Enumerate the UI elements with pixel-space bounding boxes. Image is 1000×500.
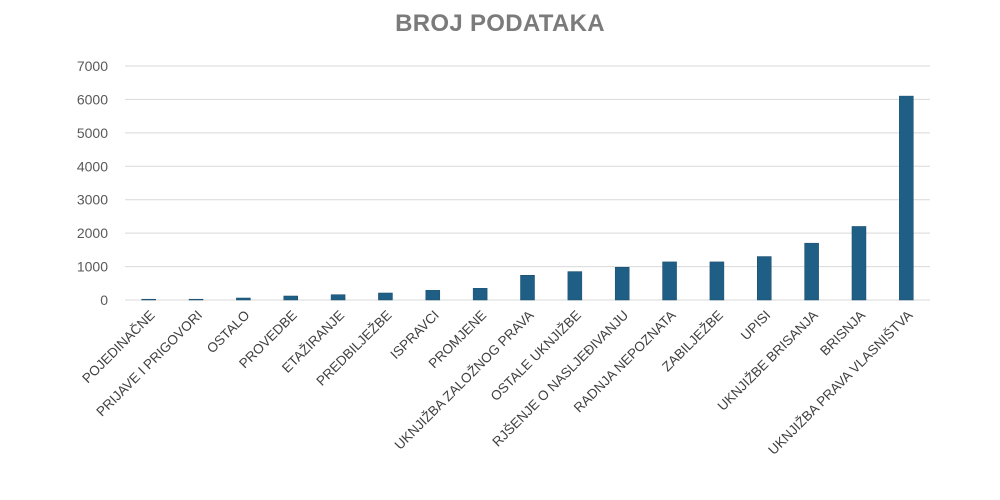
y-tick-label: 7000 — [77, 58, 108, 74]
bar — [614, 266, 630, 301]
y-tick-label: 1000 — [77, 259, 108, 275]
bar — [425, 290, 441, 301]
bar — [709, 261, 725, 301]
y-tick-label: 3000 — [77, 192, 108, 208]
y-tick-label: 6000 — [77, 91, 108, 107]
y-tick-label: 2000 — [77, 225, 108, 241]
y-tick-label: 0 — [100, 292, 108, 308]
bar — [283, 295, 298, 301]
y-axis-tick-labels: 0 1000 2000 3000 4000 5000 6000 7000 — [77, 58, 108, 308]
bars — [141, 95, 914, 301]
bar — [188, 298, 204, 301]
bar — [804, 242, 819, 301]
bar — [567, 271, 583, 301]
bar — [757, 256, 772, 301]
gridlines — [125, 65, 930, 301]
x-tick-label: OSTALE UKNJIŽBE — [488, 308, 584, 404]
bar — [141, 298, 156, 301]
bar — [851, 226, 867, 301]
bar — [899, 95, 914, 301]
bar — [472, 288, 488, 301]
x-tick-label: UPISI — [738, 308, 774, 344]
y-tick-label: 4000 — [77, 158, 108, 174]
bar — [662, 261, 677, 301]
bar — [236, 297, 251, 301]
bar — [378, 292, 393, 301]
bar — [330, 294, 346, 301]
chart-title: BROJ PODATAKA — [395, 10, 605, 37]
bar — [520, 275, 535, 301]
y-tick-label: 5000 — [77, 125, 108, 141]
x-tick-label: OSTALO — [204, 308, 253, 357]
